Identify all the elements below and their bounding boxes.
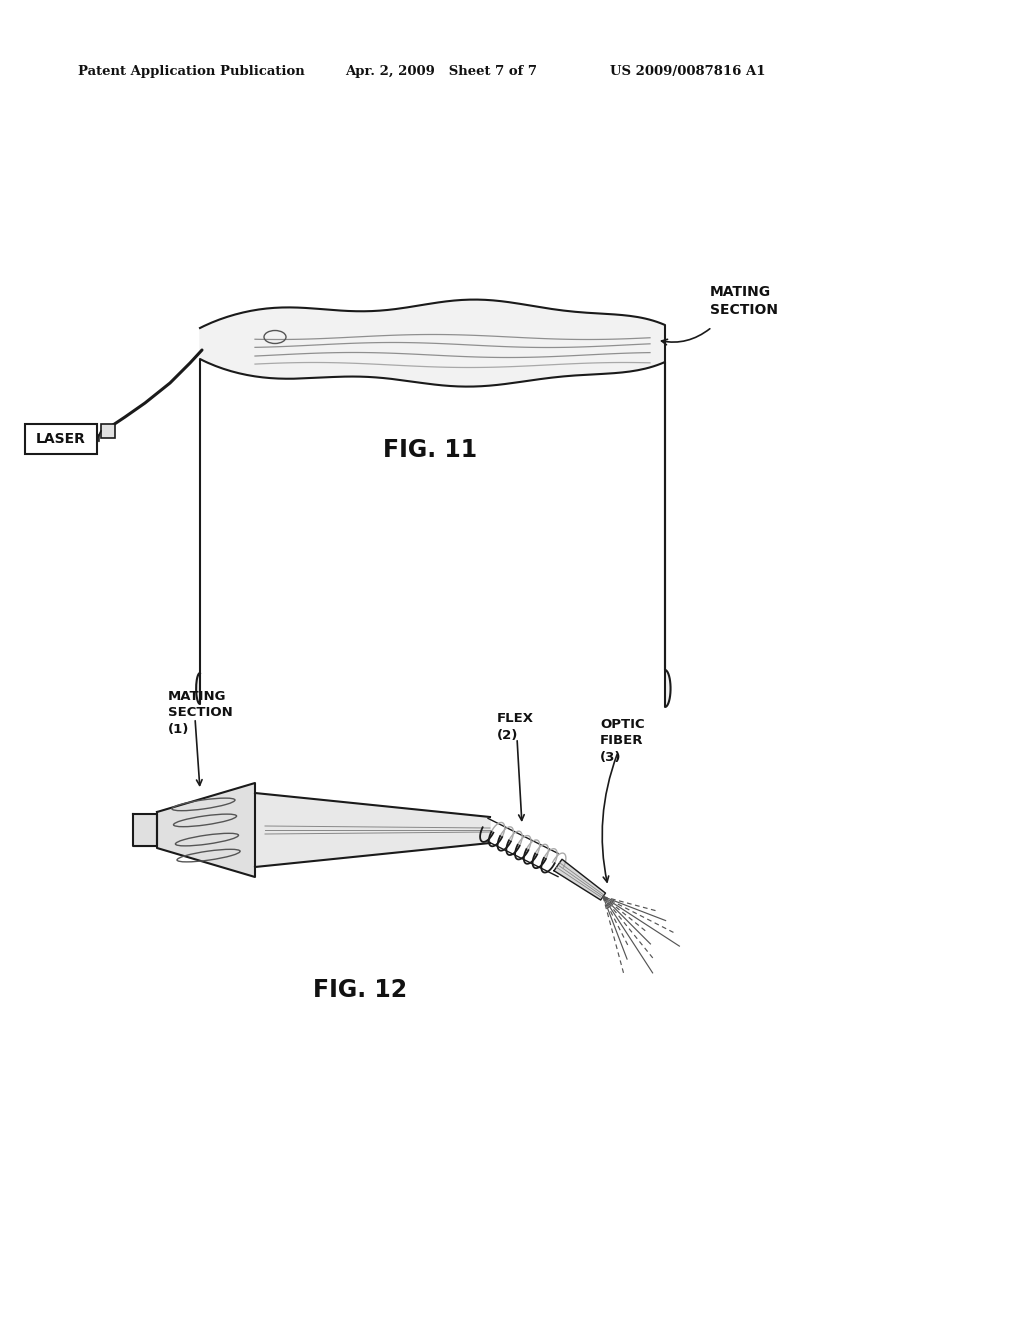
Text: Apr. 2, 2009   Sheet 7 of 7: Apr. 2, 2009 Sheet 7 of 7 xyxy=(345,66,537,78)
Text: US 2009/0087816 A1: US 2009/0087816 A1 xyxy=(610,66,766,78)
Text: Patent Application Publication: Patent Application Publication xyxy=(78,66,305,78)
Polygon shape xyxy=(255,793,490,867)
Text: FIG. 11: FIG. 11 xyxy=(383,438,477,462)
Polygon shape xyxy=(157,783,255,876)
Text: FLEX
(2): FLEX (2) xyxy=(497,711,534,742)
Polygon shape xyxy=(197,300,671,708)
Polygon shape xyxy=(554,859,605,900)
FancyBboxPatch shape xyxy=(25,424,97,454)
Text: OPTIC
FIBER
(3): OPTIC FIBER (3) xyxy=(600,718,645,764)
FancyBboxPatch shape xyxy=(101,424,115,438)
Text: FIG. 12: FIG. 12 xyxy=(313,978,408,1002)
Polygon shape xyxy=(133,814,157,846)
Text: LASER: LASER xyxy=(36,432,86,446)
Text: MATING
SECTION
(1): MATING SECTION (1) xyxy=(168,690,232,737)
Text: MATING
SECTION: MATING SECTION xyxy=(710,285,778,317)
